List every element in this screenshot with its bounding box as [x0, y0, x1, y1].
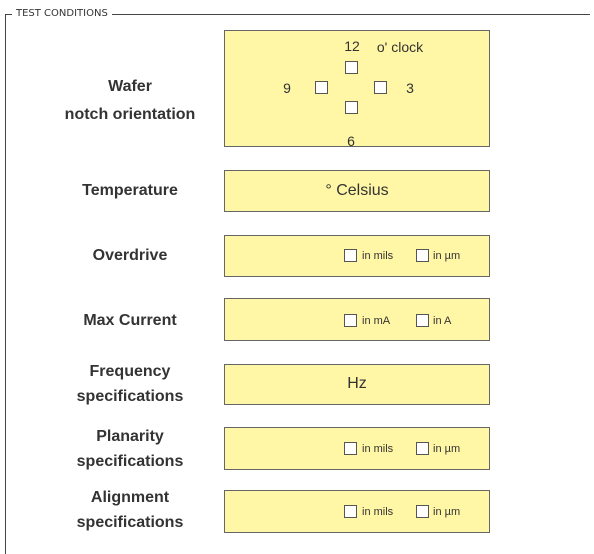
option: in µm [433, 443, 461, 455]
label: Planarity [96, 428, 164, 445]
checkbox[interactable] [344, 505, 357, 518]
clock-label: 6 [347, 133, 355, 149]
label: Temperature [82, 182, 178, 199]
label: Frequency [89, 363, 171, 380]
label: Alignment [90, 489, 170, 506]
field-box[interactable] [224, 364, 490, 405]
option: in µm [433, 250, 461, 262]
legend: TEST CONDITIONS [12, 7, 112, 21]
label: Max Current [83, 312, 177, 329]
checkbox[interactable] [374, 81, 387, 94]
clock-label: 12 [344, 38, 360, 54]
label: Wafer [108, 78, 152, 95]
checkbox[interactable] [344, 442, 357, 455]
label: specifications [76, 388, 184, 405]
option: in µm [433, 506, 461, 518]
frame-line [5, 14, 590, 15]
field-box[interactable] [224, 170, 490, 212]
field-box [224, 490, 490, 533]
checkbox[interactable] [344, 314, 357, 327]
field-box [224, 427, 490, 470]
checkbox[interactable] [416, 314, 429, 327]
unit: ° Celsius [325, 182, 389, 199]
field-box [224, 298, 490, 341]
option: in mils [362, 250, 394, 262]
label: specifications [76, 453, 184, 470]
field-box [224, 235, 490, 277]
unit: Hz [347, 375, 367, 392]
label: specifications [76, 514, 184, 531]
checkbox[interactable] [345, 101, 358, 114]
label: notch orientation [64, 106, 196, 123]
clock-label: 9 [283, 80, 291, 96]
checkbox[interactable] [416, 442, 429, 455]
option: in mA [362, 315, 391, 327]
frame-line [5, 14, 6, 554]
option: in A [433, 315, 452, 327]
label: Overdrive [92, 247, 168, 264]
clock-label: 3 [406, 80, 414, 96]
checkbox[interactable] [315, 81, 328, 94]
clock-unit: o' clock [376, 39, 424, 55]
option: in mils [362, 506, 394, 518]
checkbox[interactable] [416, 505, 429, 518]
checkbox[interactable] [345, 61, 358, 74]
checkbox[interactable] [344, 249, 357, 262]
field-box [224, 30, 490, 147]
option: in mils [362, 443, 394, 455]
checkbox[interactable] [416, 249, 429, 262]
